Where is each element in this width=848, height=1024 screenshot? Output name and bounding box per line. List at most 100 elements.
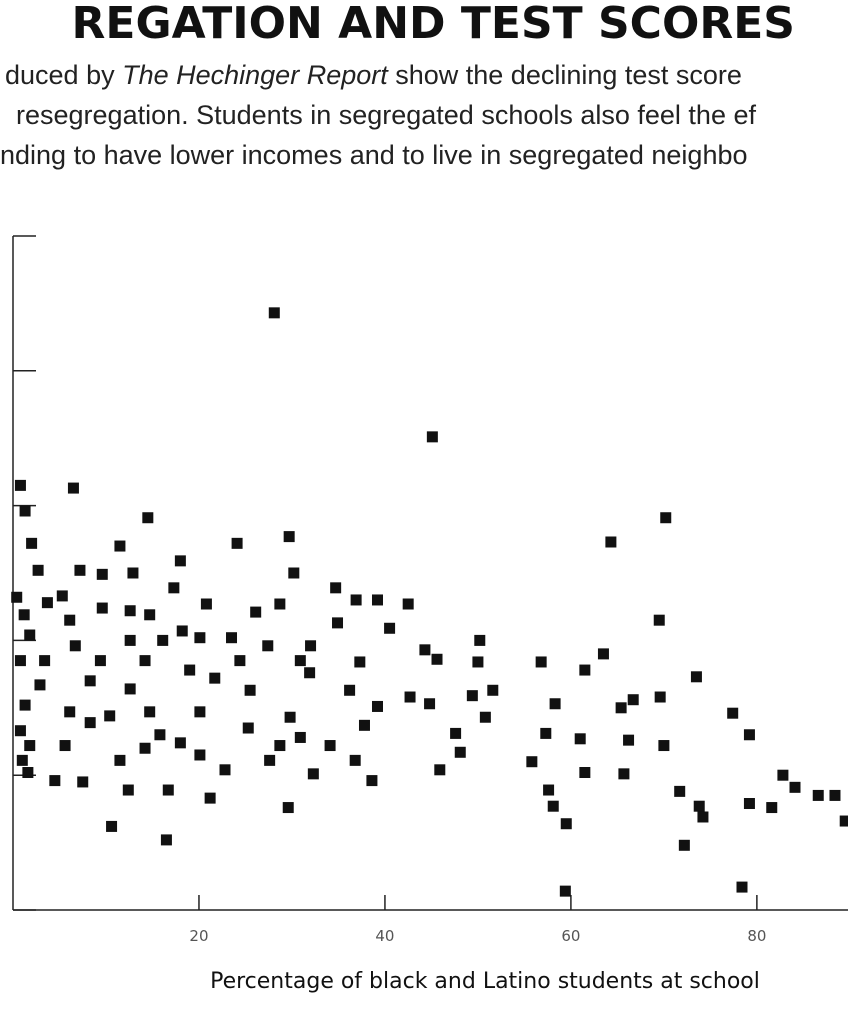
point (371, 594, 383, 606)
point (34, 679, 46, 691)
point (839, 815, 848, 827)
point (24, 740, 36, 752)
point (194, 706, 206, 718)
point (466, 690, 478, 702)
point (690, 671, 702, 683)
point (142, 512, 154, 524)
point (623, 734, 635, 746)
point (535, 656, 547, 668)
point (139, 655, 151, 667)
point (653, 614, 665, 626)
point (139, 742, 151, 754)
point (84, 717, 96, 729)
point (11, 591, 23, 603)
point (114, 540, 126, 552)
point (226, 632, 238, 644)
point (366, 775, 378, 787)
point (39, 655, 51, 667)
point (244, 684, 256, 696)
point (627, 694, 639, 706)
point (426, 431, 438, 443)
point (597, 648, 609, 660)
point (349, 754, 361, 766)
point (424, 698, 436, 710)
point (282, 802, 294, 814)
point (94, 655, 106, 667)
point (431, 653, 443, 665)
x-axis-label: Percentage of black and Latino students … (210, 969, 760, 994)
point (549, 698, 561, 710)
point (168, 582, 180, 594)
point (766, 802, 778, 814)
point (658, 740, 670, 752)
point (59, 740, 71, 752)
point (176, 625, 188, 637)
point (371, 700, 383, 712)
point (19, 505, 31, 517)
point (96, 602, 108, 614)
point (124, 605, 136, 617)
point (294, 655, 306, 667)
x-tick-label: 20 (189, 927, 208, 945)
point (219, 764, 231, 776)
point (660, 512, 672, 524)
point (26, 537, 38, 549)
subtitle-line: resegregation. Students in segregated sc… (16, 100, 756, 130)
point (22, 767, 34, 779)
point (77, 776, 89, 788)
point (450, 727, 462, 739)
point (526, 756, 538, 768)
point (194, 632, 206, 644)
point (540, 727, 552, 739)
point (67, 482, 79, 494)
point (174, 737, 186, 749)
point (402, 598, 414, 610)
point (434, 764, 446, 776)
point (122, 784, 134, 796)
point (64, 614, 76, 626)
point (14, 479, 26, 491)
point (96, 568, 108, 580)
point (579, 664, 591, 676)
point (332, 617, 344, 629)
point (49, 775, 61, 787)
point (18, 609, 30, 621)
point (114, 754, 126, 766)
point (474, 634, 486, 646)
point (693, 800, 705, 812)
point (184, 664, 196, 676)
subtitle-text: duced by (5, 60, 122, 90)
point (615, 702, 627, 714)
point (305, 640, 317, 652)
point (264, 754, 276, 766)
point (16, 754, 28, 766)
point (106, 820, 118, 832)
x-tick-label: 80 (747, 927, 766, 945)
point (162, 784, 174, 796)
point (777, 769, 789, 781)
point (288, 567, 300, 579)
point (204, 792, 216, 804)
point (154, 729, 166, 741)
point (24, 629, 36, 641)
point (234, 655, 246, 667)
point (454, 746, 466, 758)
point (124, 634, 136, 646)
point (144, 706, 156, 718)
point (618, 768, 630, 780)
point (574, 733, 586, 745)
point (284, 711, 296, 723)
point (200, 598, 212, 610)
subtitle-line: duced by The Hechinger Report show the d… (5, 60, 742, 90)
x-tick-label: 60 (561, 927, 580, 945)
point (242, 722, 254, 734)
point (56, 590, 68, 602)
point (69, 640, 81, 652)
point (157, 634, 169, 646)
point (560, 818, 572, 830)
point (697, 811, 709, 823)
point (324, 740, 336, 752)
point (547, 800, 559, 812)
subtitle-text: The Hechinger Report (122, 60, 389, 90)
